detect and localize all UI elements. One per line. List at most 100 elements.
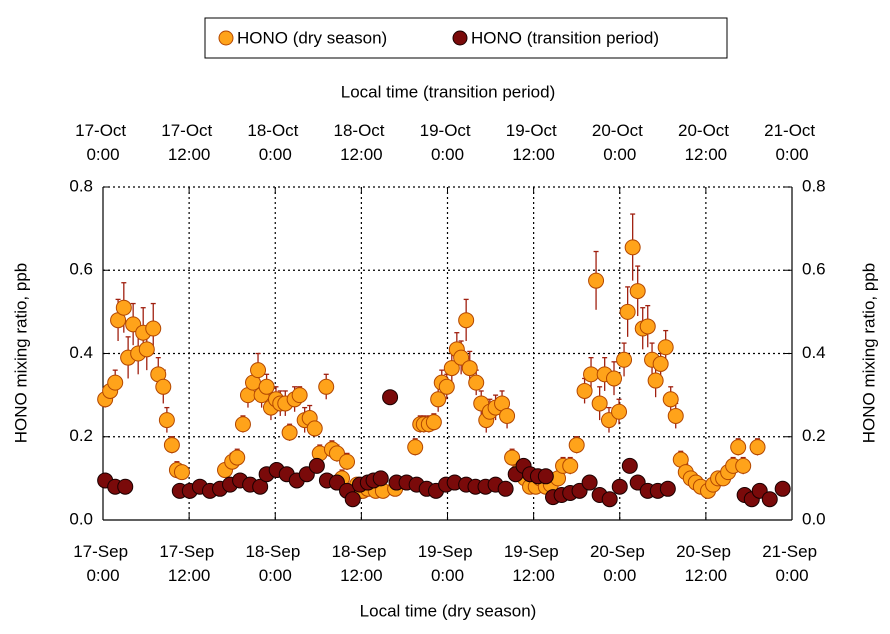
point — [229, 449, 246, 466]
point — [499, 407, 516, 424]
tick-label-line: 0:00 — [603, 145, 636, 164]
tick-label-line: 18-Oct — [247, 121, 303, 140]
tick-label-line: 0:00 — [259, 145, 292, 164]
x-tick-label: 20-Sep 12:00 — [676, 542, 736, 585]
tick-label-line: 12:00 — [340, 145, 383, 164]
x-tick-label: 20-Oct 12:00 — [678, 121, 734, 164]
y-tick-label: 0.6 — [69, 260, 93, 279]
tick-label-line: 0:00 — [86, 145, 119, 164]
point — [774, 480, 791, 497]
point — [621, 457, 638, 474]
point — [461, 360, 478, 377]
point — [619, 303, 636, 320]
legend-label: HONO (dry season) — [237, 28, 387, 47]
x-tick-label: 17-Sep 12:00 — [159, 542, 219, 585]
point — [306, 420, 323, 437]
tick-label-line: 21-Oct — [764, 121, 820, 140]
tick-label-line: 0:00 — [431, 145, 464, 164]
point — [629, 283, 646, 300]
x-tick-label: 21-Oct 0:00 — [764, 121, 820, 164]
point — [611, 403, 628, 420]
legend-label: HONO (transition period) — [471, 28, 659, 47]
x-tick-label: 17-Sep 0:00 — [73, 542, 133, 585]
point — [504, 449, 521, 466]
x-tick-label: 18-Sep 12:00 — [332, 542, 392, 585]
point — [443, 360, 460, 377]
point — [372, 470, 389, 487]
x-tick-label: 19-Sep 12:00 — [504, 542, 564, 585]
point — [138, 341, 155, 358]
y-tick-label: 0.8 — [69, 176, 93, 195]
legend-marker — [452, 30, 468, 46]
point — [601, 491, 618, 508]
x-tick-label: 18-Oct 12:00 — [334, 121, 390, 164]
tick-label-line: 18-Sep — [245, 542, 305, 561]
tick-label-line: 20-Oct — [592, 121, 648, 140]
point — [730, 439, 747, 456]
point — [107, 374, 124, 391]
point — [281, 424, 298, 441]
point — [453, 349, 470, 366]
point — [258, 378, 275, 395]
tick-label-line: 17-Sep — [73, 542, 133, 561]
tick-label-line: 17-Oct — [161, 121, 217, 140]
point — [647, 372, 664, 389]
point — [250, 362, 267, 379]
point — [568, 437, 585, 454]
point — [583, 366, 600, 383]
x-tick-label: 19-Oct 12:00 — [506, 121, 562, 164]
y2-tick-label: 0.2 — [802, 426, 826, 445]
point — [537, 468, 554, 485]
point — [438, 378, 455, 395]
x-tick-label: 18-Oct 0:00 — [247, 121, 303, 164]
tick-label-line: 0:00 — [86, 566, 119, 585]
point — [497, 480, 514, 497]
tick-label-line: 21-Sep — [762, 542, 822, 561]
point — [657, 339, 674, 356]
point — [158, 412, 175, 429]
y2-tick-label: 0.8 — [802, 176, 826, 195]
point — [761, 491, 778, 508]
point — [344, 491, 361, 508]
point — [616, 351, 633, 368]
point — [407, 439, 424, 456]
x-tick-label: 19-Oct 0:00 — [420, 121, 476, 164]
y-axis-title: HONO mixing ratio, ppb — [11, 263, 30, 443]
y2-axis-title: HONO mixing ratio, ppb — [859, 263, 878, 443]
tick-label-line: 0:00 — [259, 566, 292, 585]
point — [591, 395, 608, 412]
point — [735, 457, 752, 474]
point — [318, 378, 335, 395]
bottom-axis-title: Local time (dry season) — [360, 601, 537, 620]
x-tick-label: 21-Sep 0:00 — [762, 542, 822, 585]
tick-label-line: 20-Oct — [678, 121, 734, 140]
point — [667, 407, 684, 424]
point — [115, 299, 132, 316]
y-tick-label: 0.0 — [69, 509, 93, 528]
tick-label-line: 19-Sep — [504, 542, 564, 561]
x-tick-label: 17-Oct 12:00 — [161, 121, 217, 164]
tick-label-line: 0:00 — [775, 566, 808, 585]
point — [581, 474, 598, 491]
tick-label-line: 19-Oct — [420, 121, 476, 140]
point — [576, 382, 593, 399]
point — [117, 478, 134, 495]
point — [458, 312, 475, 329]
point — [252, 478, 269, 495]
legend-marker — [218, 30, 234, 46]
point — [425, 414, 442, 431]
tick-label-line: 19-Sep — [418, 542, 478, 561]
point — [662, 391, 679, 408]
tick-label-line: 0:00 — [775, 145, 808, 164]
point — [163, 437, 180, 454]
top-axis-title: Local time (transition period) — [341, 82, 555, 101]
point — [155, 378, 172, 395]
point — [606, 370, 623, 387]
x-tick-label: 20-Sep 0:00 — [590, 542, 650, 585]
tick-label-line: 20-Sep — [590, 542, 650, 561]
point — [234, 416, 251, 433]
x-tick-label: 20-Oct 0:00 — [592, 121, 648, 164]
point — [468, 374, 485, 391]
point — [382, 389, 399, 406]
